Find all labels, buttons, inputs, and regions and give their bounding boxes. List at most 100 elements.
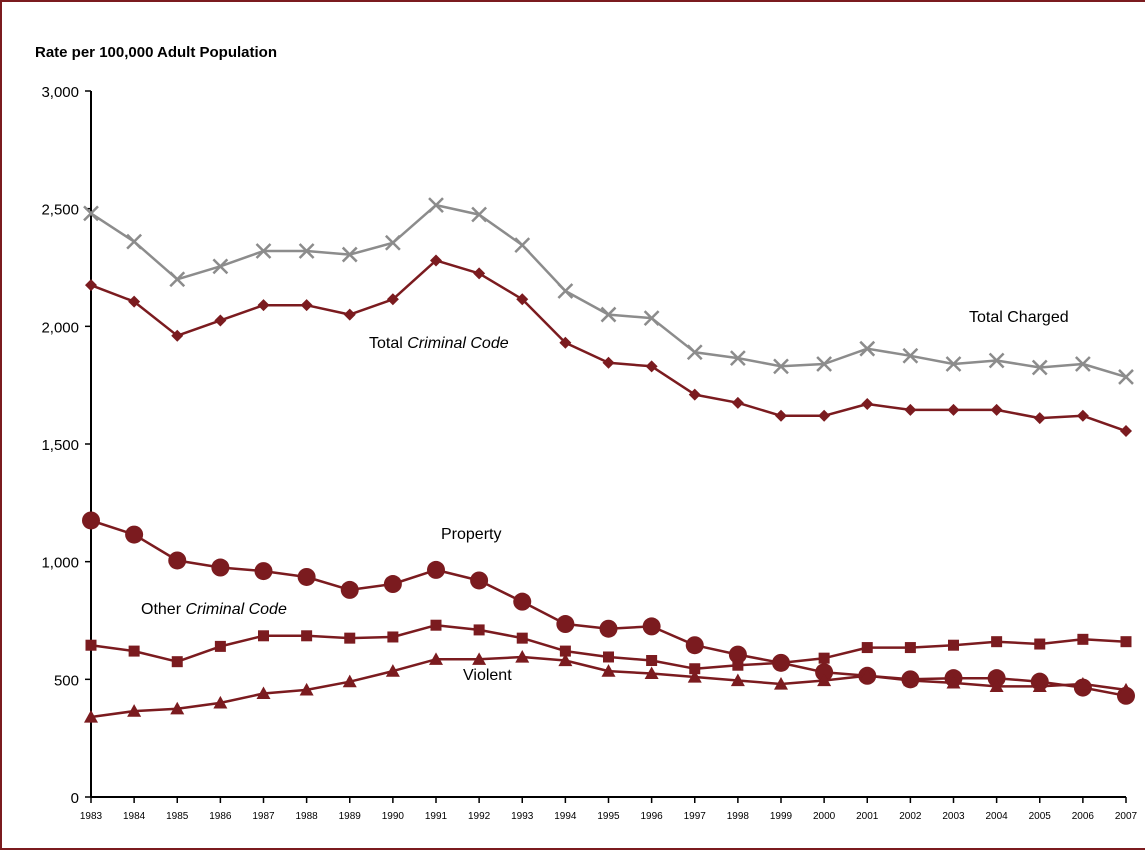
- data-point-property: [987, 669, 1006, 688]
- data-point-total_charged: [212, 258, 229, 275]
- series-line-total_criminal_code: [90, 259, 1127, 433]
- x-tick-label: 2005: [1029, 811, 1052, 822]
- x-tick-label: 1988: [296, 811, 319, 822]
- data-point-total_charged: [126, 233, 143, 250]
- data-point-other_criminal_code: [473, 624, 485, 636]
- x-tick-label: 1984: [123, 811, 146, 822]
- data-point-other_criminal_code: [732, 659, 744, 671]
- data-point-total_charged: [945, 356, 962, 372]
- data-point-violent: [687, 669, 702, 683]
- data-point-violent: [1119, 682, 1133, 696]
- data-point-total_charged: [773, 358, 789, 375]
- x-tick-label: 1999: [770, 811, 793, 822]
- data-point-other_criminal_code: [948, 639, 959, 651]
- data-point-total_criminal_code: [473, 267, 486, 280]
- data-point-total_criminal_code: [171, 329, 184, 342]
- data-point-property: [168, 551, 187, 570]
- data-point-total_charged: [686, 344, 703, 361]
- data-point-violent: [644, 666, 659, 680]
- annotation-other-criminal-code-italic: Criminal Code: [185, 601, 286, 618]
- x-tick-label: 2001: [856, 811, 879, 822]
- data-point-other_criminal_code: [775, 657, 787, 669]
- series-total_charged: [83, 197, 1134, 385]
- data-point-total_charged: [557, 283, 574, 299]
- y-axis-title: Rate per 100,000 Adult Population: [35, 44, 277, 61]
- data-point-property: [642, 617, 661, 636]
- data-point-other_criminal_code: [1034, 638, 1046, 650]
- data-point-total_charged: [514, 237, 531, 254]
- data-point-property: [685, 636, 704, 655]
- data-point-violent: [1075, 677, 1090, 690]
- data-point-total_charged: [169, 271, 186, 288]
- data-point-property: [211, 558, 230, 577]
- data-point-total_charged: [1074, 356, 1091, 372]
- data-point-property: [297, 567, 316, 586]
- data-point-total_criminal_code: [904, 403, 917, 416]
- data-point-violent: [299, 682, 314, 696]
- data-point-violent: [730, 673, 745, 687]
- annotation-total-criminal-code-italic: Criminal Code: [407, 335, 508, 352]
- data-point-total_criminal_code: [214, 314, 227, 327]
- data-point-property: [383, 575, 402, 594]
- data-point-total_charged: [471, 206, 488, 223]
- data-point-total_criminal_code: [990, 403, 1003, 416]
- annotations: Total Charged Total Criminal Code Proper…: [141, 309, 1069, 684]
- data-point-other_criminal_code: [818, 652, 830, 664]
- data-point-total_criminal_code: [947, 403, 960, 416]
- data-point-other_criminal_code: [344, 632, 356, 644]
- data-point-total_charged: [428, 197, 444, 214]
- data-point-other_criminal_code: [258, 630, 269, 642]
- data-point-total_criminal_code: [731, 396, 744, 409]
- data-point-other_criminal_code: [430, 619, 442, 631]
- series-total_criminal_code: [85, 254, 1132, 438]
- data-point-other_criminal_code: [1120, 636, 1132, 648]
- x-tick-label: 2004: [986, 811, 1009, 822]
- data-point-property: [254, 562, 273, 581]
- data-point-other_criminal_code: [128, 645, 140, 657]
- data-point-violent: [84, 709, 98, 723]
- data-point-violent: [127, 704, 142, 717]
- data-point-violent: [817, 673, 832, 687]
- data-point-violent: [385, 664, 400, 677]
- data-point-total_criminal_code: [343, 308, 356, 321]
- data-point-other_criminal_code: [214, 640, 226, 652]
- data-point-total_criminal_code: [861, 397, 874, 410]
- data-point-total_charged: [341, 246, 358, 263]
- data-point-other_criminal_code: [85, 639, 97, 651]
- annotation-other-criminal-code: Other Criminal Code: [141, 601, 287, 618]
- y-tick-label: 1,500: [41, 437, 79, 454]
- data-point-violent: [472, 652, 487, 665]
- data-point-total_criminal_code: [516, 293, 529, 306]
- data-point-total_charged: [859, 340, 876, 357]
- data-point-total_criminal_code: [85, 279, 97, 292]
- data-point-total_criminal_code: [257, 299, 270, 312]
- data-point-property: [125, 525, 144, 544]
- y-tick-label: 2,500: [41, 202, 79, 219]
- y-tick-label: 1,000: [41, 555, 79, 572]
- data-point-other_criminal_code: [387, 631, 399, 643]
- data-point-total_criminal_code: [300, 299, 313, 312]
- y-tick-label: 0: [71, 790, 79, 807]
- data-point-total_criminal_code: [602, 356, 615, 369]
- data-point-total_criminal_code: [688, 388, 701, 401]
- x-tick-label: 1985: [166, 811, 189, 822]
- data-point-other_criminal_code: [301, 630, 313, 642]
- data-point-violent: [946, 675, 961, 689]
- data-point-total_criminal_code: [645, 360, 658, 373]
- data-point-total_charged: [384, 234, 401, 251]
- x-tick-label: 2007: [1115, 811, 1138, 822]
- data-point-total_criminal_code: [818, 409, 831, 422]
- data-point-violent: [903, 673, 918, 687]
- data-point-total_criminal_code: [1076, 409, 1089, 422]
- x-tick-label: 2000: [813, 811, 836, 822]
- series-violent: [84, 649, 1133, 723]
- data-point-violent: [515, 649, 530, 663]
- data-point-total_charged: [1118, 369, 1134, 385]
- x-tick-label: 1997: [684, 811, 707, 822]
- data-point-total_charged: [729, 350, 746, 366]
- data-point-total_charged: [988, 352, 1005, 369]
- annotation-total-criminal-code: Total Criminal Code: [369, 335, 509, 352]
- data-point-other_criminal_code: [861, 642, 873, 654]
